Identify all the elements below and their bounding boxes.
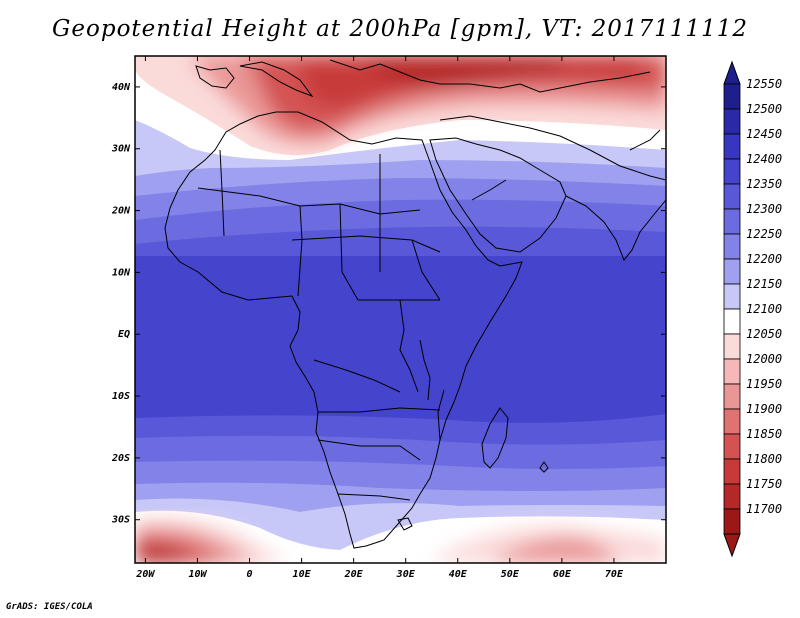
- colorbar-label: 11700: [746, 502, 782, 516]
- y-tick-label: 30N: [111, 144, 131, 155]
- colorbar-label: 12050: [746, 327, 782, 341]
- x-tick-label: 20W: [135, 569, 155, 580]
- footer-credit: GrADS: IGES/COLA: [6, 602, 93, 612]
- x-tick-label: 60E: [553, 569, 572, 580]
- map-title: Geopotential Height at 200hPa [gpm], VT:…: [52, 16, 748, 42]
- colorbar-segment: [723, 333, 741, 360]
- colorbar-segment: [723, 183, 741, 210]
- x-tick-label: 40E: [449, 569, 468, 580]
- colorbar: 12550 12500 12450 12400 12350 12300 12250 12200…: [723, 60, 782, 558]
- colorbar-segment: [723, 508, 741, 535]
- y-axis: 40N 30N 20N 10N EQ 10S 20S 30S: [111, 82, 666, 526]
- colorbar-top-arrow: [723, 60, 741, 85]
- colorbar-segment: [723, 258, 741, 285]
- colorbar-label: 12200: [746, 252, 782, 266]
- x-tick-label: 0: [247, 569, 253, 580]
- colorbar-segment: [723, 158, 741, 185]
- x-tick-label: 10E: [293, 569, 312, 580]
- y-tick-label: 30S: [111, 515, 130, 526]
- colorbar-label: 12500: [746, 102, 782, 116]
- colorbar-segment: [723, 358, 741, 385]
- x-tick-label: 70E: [605, 569, 624, 580]
- geopotential-field: [135, 56, 666, 563]
- colorbar-label: 12150: [746, 277, 782, 291]
- colorbar-label: 11800: [746, 452, 782, 466]
- x-tick-label: 10W: [188, 569, 207, 580]
- y-tick-label: 20N: [111, 206, 131, 217]
- colorbar-label: 11900: [746, 402, 782, 416]
- colorbar-segment: [723, 433, 741, 460]
- colorbar-label: 11950: [746, 377, 782, 391]
- colorbar-label: 12300: [746, 202, 782, 216]
- colorbar-segment: [723, 233, 741, 260]
- colorbar-label: 12250: [746, 227, 782, 241]
- x-axis: 20W 10W 0 10E 20E 30E 40E 50E 60E 70E: [135, 56, 624, 580]
- y-tick-label: 40N: [112, 82, 131, 93]
- colorbar-label: 12350: [746, 177, 782, 191]
- colorbar-label: 12400: [746, 152, 782, 166]
- colorbar-segment: [723, 133, 741, 160]
- colorbar-segment: [723, 458, 741, 485]
- colorbar-label: 12000: [746, 352, 782, 366]
- colorbar-label: 11850: [746, 427, 782, 441]
- colorbar-segment: [723, 308, 741, 335]
- y-tick-label: EQ: [118, 329, 130, 340]
- coastlines: [164, 59, 666, 549]
- plot-frame: [134, 55, 667, 564]
- colorbar-segment: [723, 83, 741, 110]
- colorbar-segment: [723, 408, 741, 435]
- colorbar-segment: [723, 108, 741, 135]
- x-tick-label: 50E: [501, 569, 520, 580]
- colorbar-segment: [723, 208, 741, 235]
- x-tick-label: 30E: [396, 569, 416, 580]
- colorbar-segment: [723, 483, 741, 510]
- colorbar-bottom-arrow: [723, 533, 741, 558]
- colorbar-segment: [723, 383, 741, 410]
- colorbar-label: 12550: [746, 77, 782, 91]
- y-tick-label: 10S: [112, 391, 130, 402]
- y-tick-label: 10N: [112, 267, 131, 278]
- colorbar-segment: [723, 283, 741, 310]
- colorbar-label: 11750: [746, 477, 782, 491]
- x-tick-label: 20E: [344, 569, 364, 580]
- colorbar-label: 12450: [746, 127, 782, 141]
- colorbar-label: 12100: [746, 302, 782, 316]
- y-tick-label: 20S: [111, 453, 130, 464]
